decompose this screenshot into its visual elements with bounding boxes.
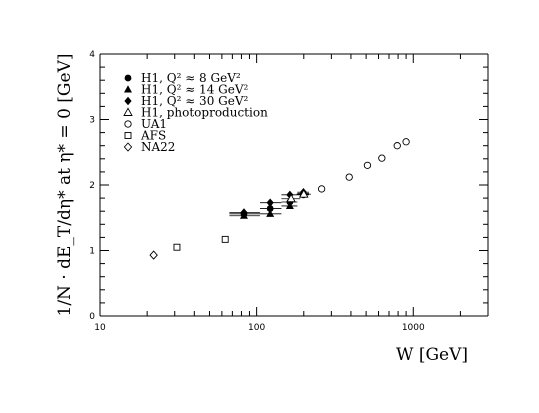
data-point [378,154,386,162]
legend-label: AFS [140,129,166,143]
data-point [393,142,401,150]
data-point [363,161,372,170]
series-group [173,235,229,251]
data-point [266,198,274,207]
legend-marker [123,107,133,116]
x-tick-label: 100 [248,323,265,333]
data-point [266,209,275,217]
legend-marker [124,85,132,93]
y-axis-title: 1/N · dE_T/dη* at η* = 0 [GeV] [55,54,75,317]
series-group [149,250,158,260]
data-point [286,190,294,200]
legend-label: NA22 [141,140,175,154]
data-point [285,201,294,209]
data-point [402,138,410,146]
y-tick-label: 4 [89,50,95,60]
legend-marker [124,120,132,128]
y-tick-label: 0 [89,312,95,322]
legend-label: H1, photoproduction [141,106,268,120]
data-point [221,235,229,243]
legend-marker [124,132,132,139]
y-tick-label: 1 [89,247,95,257]
legend-label: H1, Q² ≈ 30 GeV² [141,94,248,108]
data-point [173,243,181,251]
legend-label: UA1 [141,117,167,131]
x-axis-title: W [GeV] [396,345,468,365]
data-point [299,189,309,198]
y-axis-title-text: 1/N · dE_T/dη* at η* = 0 [GeV] [55,54,75,317]
y-tick-label: 2 [89,181,95,191]
legend-marker [123,142,133,152]
series-group [317,138,410,193]
x-tick-label: 10 [94,323,106,333]
data-point [266,205,274,212]
legend-label: H1, Q² ≈ 14 GeV² [141,83,248,97]
data-point [149,250,158,260]
x-tick-label: 1000 [402,323,425,333]
data-point [240,208,248,217]
data-point [317,185,326,193]
data-point [286,193,296,203]
data-series [149,138,410,260]
plot-area: 10 100 1000 0 1 2 3 4 [89,50,489,333]
axis-tick-labels: 10 100 1000 0 1 2 3 4 [89,50,425,333]
legend-label: H1, Q² ≈ 8 GeV² [141,71,241,85]
series-group [281,189,311,203]
legend-marker [124,96,132,106]
y-tick-label: 3 [89,116,95,126]
legend-marker [124,74,132,82]
axis-ticks [99,53,489,317]
data-point [345,173,353,181]
